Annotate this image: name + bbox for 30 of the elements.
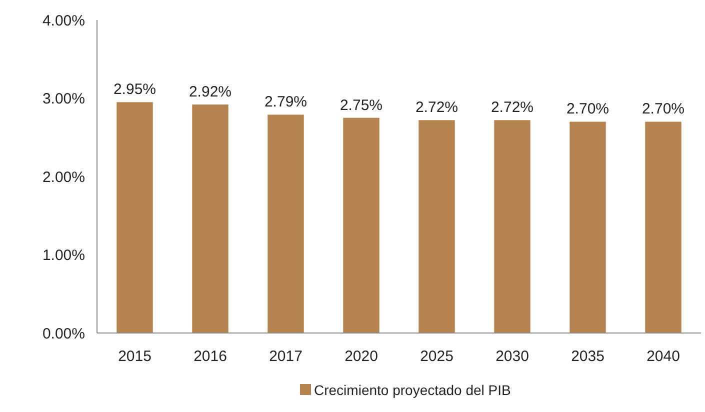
data-label: 2.70% (566, 100, 610, 118)
y-tick-label: 0.00% (42, 325, 85, 342)
bar (192, 104, 228, 333)
bar (494, 120, 530, 333)
legend-label: Crecimiento proyectado del PIB (314, 382, 511, 398)
data-label: 2.72% (415, 99, 458, 116)
data-label: 2.75% (340, 96, 383, 114)
data-label: 2.72% (490, 99, 534, 116)
x-tick-label: 2015 (118, 348, 152, 365)
bar (645, 122, 682, 333)
x-tick-label: 2017 (269, 348, 302, 365)
y-tick-label: 2.00% (42, 168, 85, 186)
bar (570, 122, 606, 333)
y-tick-label: 1.00% (42, 247, 85, 264)
bar (418, 120, 455, 333)
x-tick-label: 2040 (646, 348, 680, 365)
y-tick-label: 4.00% (42, 12, 85, 30)
y-tick-label: 3.00% (42, 90, 85, 108)
x-tick-label: 2016 (194, 348, 227, 365)
data-label: 2.70% (642, 100, 685, 118)
bar (116, 102, 153, 333)
x-tick-label: 2020 (344, 348, 378, 365)
data-label: 2.95% (113, 81, 156, 98)
x-tick-label: 2035 (571, 348, 604, 365)
x-tick-label: 2025 (420, 348, 454, 365)
data-label: 2.79% (264, 94, 308, 111)
bar (268, 114, 304, 333)
bar (343, 118, 380, 333)
x-tick-label: 2030 (496, 348, 529, 365)
data-label: 2.92% (188, 84, 232, 101)
